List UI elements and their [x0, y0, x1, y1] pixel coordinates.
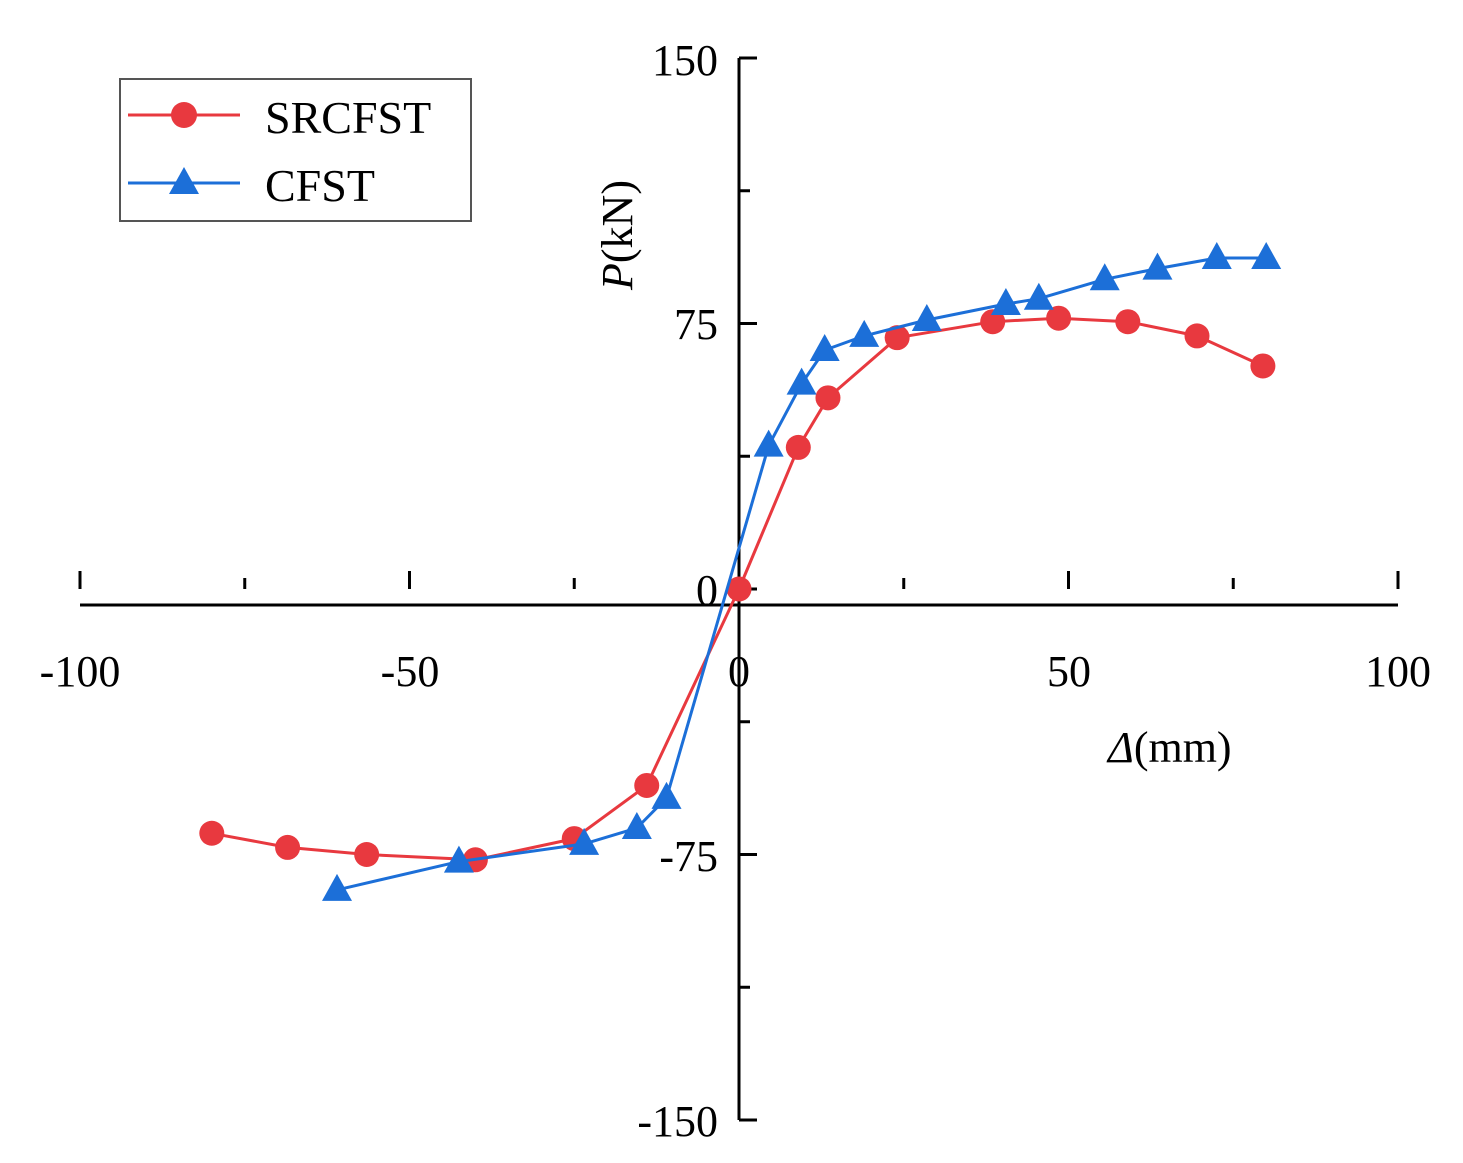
- data-point-cfst: [990, 288, 1021, 316]
- y-tick-label: -75: [659, 832, 718, 881]
- data-point-srcfst: [785, 434, 811, 460]
- series-layer: [199, 242, 1282, 901]
- y-axis-title: P(kN): [593, 180, 642, 291]
- y-axis-symbol: P: [593, 263, 642, 291]
- data-point-cfst: [569, 827, 600, 855]
- data-point-cfst: [849, 319, 880, 347]
- legend-box: [119, 78, 472, 222]
- series-line-cfst: [336, 256, 1267, 892]
- y-axis-unit: (kN): [593, 180, 642, 263]
- data-point-cfst: [911, 303, 942, 331]
- y-ticks: [739, 56, 757, 1122]
- x-tick-label: -50: [381, 647, 440, 696]
- x-tick-label: 0: [728, 647, 750, 696]
- data-point-srcfst: [1184, 323, 1210, 349]
- data-point-cfst: [786, 367, 817, 395]
- data-point-srcfst: [275, 834, 301, 860]
- x-tick-labels: -100 -50 0 50 100: [40, 647, 1431, 696]
- data-point-cfst: [443, 845, 474, 873]
- y-tick-label: 150: [652, 36, 718, 85]
- data-point-srcfst: [726, 576, 752, 602]
- x-tick-label: -100: [40, 647, 121, 696]
- x-tick-label: 100: [1365, 647, 1431, 696]
- data-point-srcfst: [199, 820, 225, 846]
- legend-label-srcfst: SRCFST: [265, 92, 431, 143]
- x-axis-unit: (mm): [1134, 723, 1232, 772]
- data-point-cfst: [1201, 242, 1232, 270]
- legend-marker-cfst: [169, 167, 199, 194]
- data-point-cfst: [1251, 242, 1282, 270]
- legend-label-cfst: CFST: [265, 160, 375, 211]
- y-tick-label: -150: [637, 1097, 718, 1146]
- legend: SRCFST CFST: [119, 78, 472, 222]
- data-point-srcfst: [884, 325, 910, 351]
- data-point-srcfst: [1115, 309, 1141, 335]
- y-tick-labels: 150 75 0 -75 -150: [637, 36, 718, 1146]
- data-point-cfst: [322, 873, 353, 901]
- data-point-srcfst: [634, 772, 660, 798]
- y-tick-label: 0: [696, 566, 718, 615]
- x-tick-label: 50: [1047, 647, 1091, 696]
- x-axis-symbol: Δ: [1106, 723, 1134, 772]
- data-point-srcfst: [980, 309, 1006, 335]
- data-point-cfst: [651, 781, 682, 809]
- data-point-cfst: [1142, 252, 1173, 280]
- data-point-srcfst: [1046, 305, 1072, 331]
- data-point-srcfst: [1250, 353, 1276, 379]
- data-point-srcfst: [354, 842, 380, 867]
- data-point-cfst: [753, 429, 784, 457]
- series-srcfst: [199, 305, 1276, 873]
- data-point-cfst: [1023, 282, 1054, 310]
- data-point-cfst: [809, 334, 840, 362]
- data-point-cfst: [1089, 263, 1120, 291]
- legend-marker-srcfst: [171, 102, 197, 128]
- data-point-srcfst: [815, 385, 841, 411]
- x-axis-title: Δ(mm): [1106, 723, 1232, 772]
- data-point-cfst: [621, 811, 652, 839]
- series-cfst: [322, 242, 1282, 901]
- y-tick-label: 75: [674, 300, 718, 349]
